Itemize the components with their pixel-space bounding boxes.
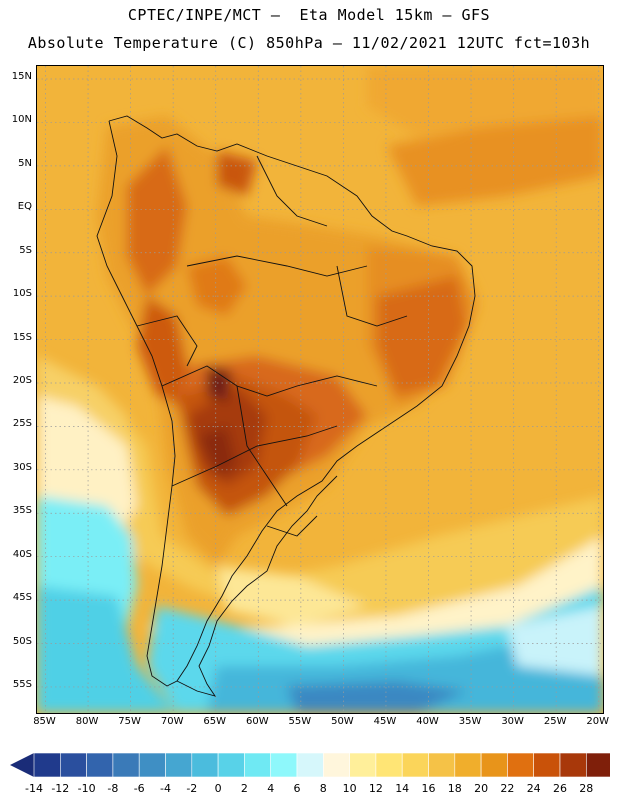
colorbar-swatch	[270, 752, 298, 778]
latitude-label: EQ	[17, 201, 32, 213]
longitude-label: 40W	[416, 716, 439, 727]
colorbar-label: -8	[107, 782, 119, 795]
colorbar-swatch	[191, 752, 219, 778]
colorbar-label: 4	[267, 782, 275, 795]
colorbar-swatch	[322, 752, 350, 778]
latitude-label: 10N	[11, 114, 32, 126]
latitude-label: 10S	[12, 288, 32, 300]
colorbar-label: 14	[395, 782, 410, 795]
colorbar-swatch	[428, 752, 456, 778]
latitude-label: 30S	[12, 461, 32, 473]
colorbar-swatch	[33, 752, 61, 778]
title-line-2: Absolute Temperature (C) 850hPa – 11/02/…	[27, 34, 591, 52]
colorbar-swatch	[349, 752, 377, 778]
title-line-1: CPTEC/INPE/MCT – Eta Model 15km – GFS	[127, 6, 491, 24]
colorbar-under-triangle	[10, 753, 34, 777]
colorbar-swatch	[244, 752, 271, 778]
longitude-label: 45W	[373, 716, 397, 727]
colorbar-label: 6	[293, 782, 301, 795]
colorbar-label: 22	[500, 782, 515, 795]
colorbar-swatch	[559, 752, 587, 778]
longitude-label: 60W	[245, 716, 269, 727]
longitude-label: 50W	[331, 716, 354, 727]
colorbar-label: 16	[421, 782, 436, 795]
colorbar-swatch	[454, 752, 482, 778]
longitude-label: 25W	[543, 716, 567, 727]
colorbar-swatch	[585, 752, 610, 778]
colorbar-label: -14	[25, 782, 43, 795]
longitude-label: 85W	[33, 716, 56, 727]
colorbar-label: 8	[319, 782, 327, 795]
colorbar-swatch	[401, 752, 429, 778]
colorbar-label: 0	[214, 782, 222, 795]
colorbar-label: -10	[77, 782, 96, 795]
temperature-map	[36, 65, 604, 714]
colorbar-label: 12	[368, 782, 383, 795]
longitude-label: 80W	[75, 716, 99, 727]
colorbar-swatch	[296, 752, 324, 778]
colorbar-label: -4	[160, 782, 171, 795]
longitude-label: 75W	[118, 716, 141, 727]
colorbar-swatch	[375, 752, 403, 778]
colorbar-label: 26	[553, 782, 567, 795]
longitude-label: 70W	[160, 716, 184, 727]
latitude-label: 15S	[12, 331, 32, 343]
colorbar-label: 10	[342, 782, 357, 795]
colorbar-swatch	[480, 752, 508, 778]
longitude-label: 55W	[288, 716, 312, 727]
colorbar-label: -2	[186, 782, 198, 795]
latitude-label: 5S	[19, 244, 32, 256]
latitude-label: 50S	[12, 635, 32, 647]
colorbar-label: 20	[474, 782, 489, 795]
latitude-label: 15N	[11, 71, 32, 83]
colorbar-swatch	[112, 752, 140, 778]
latitude-label: 45S	[12, 592, 32, 604]
colorbar-swatch	[138, 752, 166, 778]
temperature-field	[37, 66, 603, 713]
colorbar-swatch	[217, 752, 245, 778]
coastlines	[96, 115, 476, 697]
latitude-label: 20S	[12, 374, 32, 386]
colorbar-swatch	[59, 752, 87, 778]
colorbar-label: 18	[447, 782, 462, 795]
colorbar-swatch	[86, 752, 114, 778]
latitude-label: 5N	[18, 157, 32, 169]
longitude-label: 30W	[501, 716, 524, 727]
longitude-label: 35W	[458, 716, 482, 727]
colorbar-swatch	[165, 752, 193, 778]
latitude-label: 55S	[12, 678, 32, 690]
colorbar-label: 28	[579, 782, 594, 795]
colorbar-label: -6	[133, 782, 145, 795]
longitude-label: 65W	[203, 716, 227, 727]
colorbar	[10, 752, 610, 778]
latitude-label: 35S	[12, 505, 32, 517]
colorbar-label: 2	[240, 782, 248, 795]
colorbar-swatch	[507, 752, 534, 778]
colorbar-label: 24	[526, 782, 541, 795]
map-canvas	[37, 66, 603, 713]
colorbar-label: -12	[51, 782, 70, 795]
longitude-label: 20W	[586, 716, 610, 727]
colorbar-swatch	[533, 752, 561, 778]
latitude-label: 40S	[12, 548, 32, 560]
latitude-label: 25S	[12, 418, 32, 430]
